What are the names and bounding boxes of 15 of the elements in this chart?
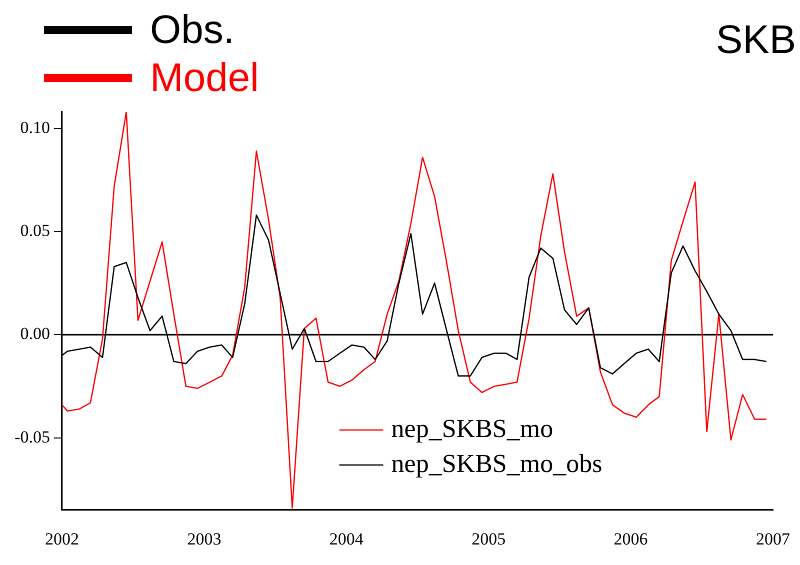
y-tick-label: 0.05 [20, 221, 50, 240]
text: Model [150, 56, 259, 100]
chart-title: SKB [716, 18, 796, 63]
x-tick-label: 2003 [187, 530, 222, 549]
text: Obs. [150, 8, 234, 52]
x-tick-label: 2007 [756, 530, 790, 549]
y-tick-label: 0.00 [20, 324, 50, 344]
y-tick-label: -0.05 [14, 427, 50, 446]
x-tick-label: 2005 [472, 530, 506, 549]
y-tick-label: 0.10 [20, 118, 50, 137]
x-tick-label: 2002 [45, 530, 79, 549]
x-tick-label: 2006 [614, 530, 648, 549]
x-tick-label: 2004 [329, 530, 364, 549]
legend-label: nep_SKBS_mo [391, 414, 554, 443]
legend-label: nep_SKBS_mo_obs [391, 448, 602, 478]
